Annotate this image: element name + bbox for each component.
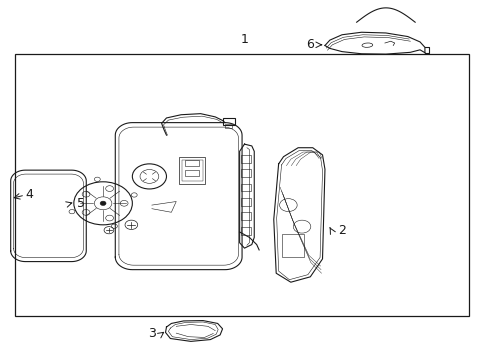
Bar (222, 118, 234, 125)
Text: 3: 3 (147, 327, 156, 339)
Text: 4: 4 (25, 188, 33, 201)
Bar (241, 212, 250, 220)
Bar (184, 160, 198, 166)
Bar (241, 184, 250, 192)
Bar (15, 54, 468, 316)
Text: 6: 6 (306, 38, 314, 51)
Bar (224, 125, 231, 128)
Bar (241, 198, 250, 206)
Circle shape (100, 201, 106, 206)
Bar (182, 159, 202, 181)
Text: 2: 2 (337, 224, 345, 237)
Bar (178, 157, 205, 184)
Bar (184, 170, 198, 176)
Text: 5: 5 (77, 197, 85, 210)
Bar (241, 155, 250, 163)
Bar (241, 169, 250, 177)
Text: 1: 1 (240, 32, 248, 45)
Bar (282, 234, 304, 257)
Bar (241, 226, 250, 234)
